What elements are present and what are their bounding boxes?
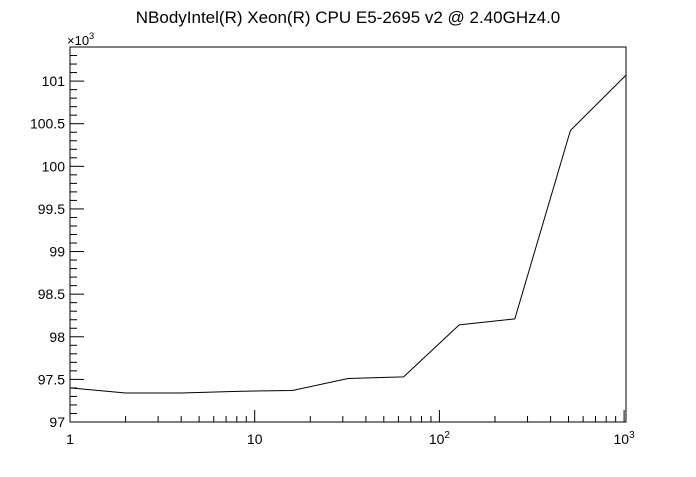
y-tick-label: 99.5 [38, 201, 65, 217]
y-tick-label: 97.5 [38, 371, 65, 387]
y-tick-label: 98.5 [38, 286, 65, 302]
y-tick-label: 98 [49, 329, 65, 345]
y-tick-label: 97 [49, 414, 65, 430]
series-point [180, 392, 183, 395]
series-point [513, 317, 516, 320]
series-point [458, 323, 461, 326]
x-axis: 1 10 102 103 [66, 410, 635, 447]
x-tick-label: 1 [66, 431, 74, 447]
x-tick-label: 10 [247, 431, 263, 447]
plot-frame-rect [69, 46, 627, 423]
y-axis: 97 97.5 98 98.5 99 99.5 100 100.5 101 ×103 [30, 31, 94, 430]
series-point [625, 74, 628, 77]
plot-frame [69, 46, 627, 423]
series-point [235, 390, 238, 393]
y-tick-label: 99 [49, 244, 65, 260]
series-layer [69, 74, 628, 395]
series-point [402, 375, 405, 378]
series-line [69, 74, 627, 394]
y-tick-label: 101 [42, 73, 66, 89]
y-axis-multiplier: ×103 [67, 31, 94, 48]
chart-title: NBodyIntel(R) Xeon(R) CPU E5-2695 v2 @ 2… [136, 8, 561, 27]
x-tick-label: 102 [429, 430, 451, 447]
y-tick-label: 100.5 [30, 116, 65, 132]
series-point [569, 129, 572, 132]
series-point [347, 377, 350, 380]
series-point [69, 386, 72, 389]
series-point [291, 389, 294, 392]
x-tick-label: 103 [614, 430, 636, 447]
series-point [124, 392, 127, 395]
y-tick-label: 100 [42, 158, 66, 174]
